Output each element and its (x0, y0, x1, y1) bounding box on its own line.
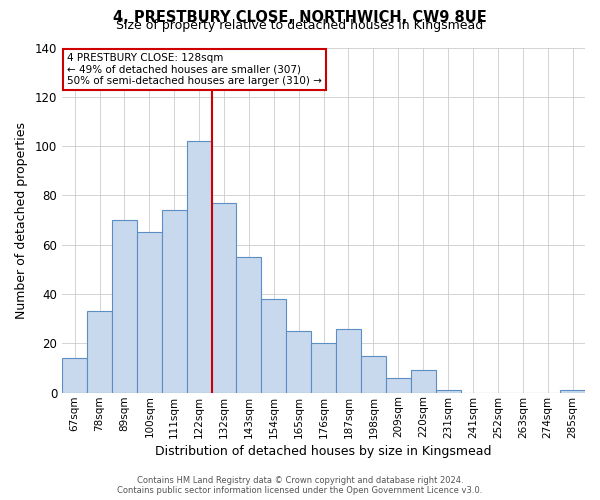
Bar (436, 390, 461, 392)
Bar (361, 356, 386, 393)
Bar (187, 141, 212, 393)
Bar (112, 220, 137, 392)
Bar (212, 203, 236, 392)
Bar (87, 312, 112, 392)
Text: 4 PRESTBURY CLOSE: 128sqm
← 49% of detached houses are smaller (307)
50% of semi: 4 PRESTBURY CLOSE: 128sqm ← 49% of detac… (67, 52, 322, 86)
X-axis label: Distribution of detached houses by size in Kingsmead: Distribution of detached houses by size … (155, 444, 492, 458)
Bar (286, 331, 311, 392)
Bar (236, 257, 262, 392)
Text: Size of property relative to detached houses in Kingsmead: Size of property relative to detached ho… (116, 18, 484, 32)
Text: Contains HM Land Registry data © Crown copyright and database right 2024.
Contai: Contains HM Land Registry data © Crown c… (118, 476, 482, 495)
Bar (162, 210, 187, 392)
Bar (311, 344, 336, 392)
Bar (386, 378, 411, 392)
Bar (336, 328, 361, 392)
Text: 4, PRESTBURY CLOSE, NORTHWICH, CW9 8UE: 4, PRESTBURY CLOSE, NORTHWICH, CW9 8UE (113, 10, 487, 25)
Y-axis label: Number of detached properties: Number of detached properties (15, 122, 28, 318)
Bar (62, 358, 87, 392)
Bar (262, 299, 286, 392)
Bar (411, 370, 436, 392)
Bar (137, 232, 162, 392)
Bar (560, 390, 585, 392)
